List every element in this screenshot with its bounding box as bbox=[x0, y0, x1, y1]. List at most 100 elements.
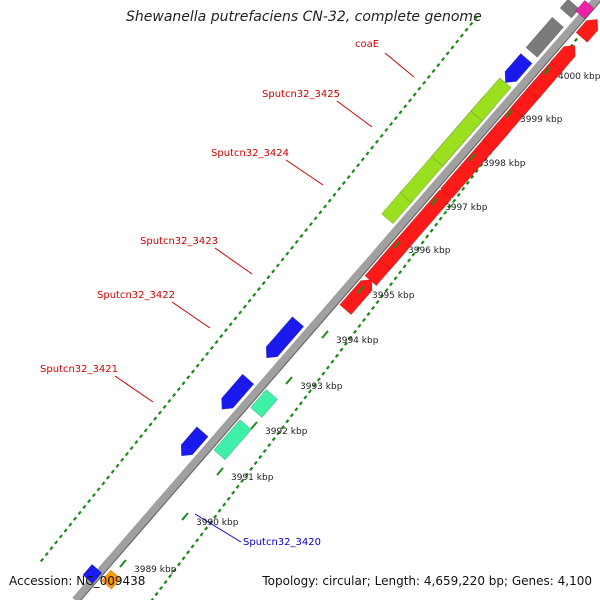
scale-major-tick bbox=[250, 421, 258, 430]
lower-tick-mark bbox=[235, 484, 240, 489]
gene-label[interactable]: Sputcn32_3421 bbox=[40, 364, 118, 375]
gene-label[interactable]: Sputcn32_3422 bbox=[97, 290, 175, 301]
upper-tick-mark bbox=[337, 186, 342, 191]
red-gene-feature[interactable] bbox=[378, 188, 452, 270]
upper-tick-mark bbox=[129, 445, 134, 451]
blue-gene-feature[interactable] bbox=[221, 373, 255, 410]
scale-label: 3995 kbp bbox=[372, 291, 415, 301]
lower-tick-mark bbox=[465, 180, 470, 186]
upper-tick-mark bbox=[219, 334, 224, 339]
lower-tick-mark bbox=[375, 299, 380, 305]
upper-tick-mark bbox=[44, 551, 49, 557]
upper-tick-mark bbox=[205, 351, 210, 356]
upper-tick-mark bbox=[445, 51, 450, 56]
upper-tick-mark bbox=[261, 280, 266, 286]
upper-tick-mark bbox=[195, 363, 200, 368]
gray-gene-feature[interactable] bbox=[559, 0, 580, 19]
upper-tick-mark bbox=[200, 357, 205, 362]
lower-tick-mark bbox=[452, 198, 457, 203]
upper-tick-mark bbox=[214, 339, 219, 345]
lower-tick-mark bbox=[361, 317, 367, 323]
upper-tick-mark bbox=[332, 192, 337, 197]
gene-labels: coaE Sputcn32_3425 Sputcn32_3424 Sputcn32_3… bbox=[40, 39, 379, 548]
blue-gene-feature[interactable] bbox=[504, 53, 533, 83]
lower-tick-mark bbox=[271, 437, 276, 442]
lower-tick-mark bbox=[357, 323, 362, 329]
gene-label[interactable]: Sputcn32_3424 bbox=[211, 148, 289, 159]
blue-gene-feature[interactable] bbox=[82, 563, 103, 584]
lower-tick-mark bbox=[190, 544, 195, 549]
lower-tick-mark bbox=[253, 460, 258, 466]
lower-tick-mark bbox=[425, 234, 430, 239]
lower-tick-mark bbox=[316, 377, 321, 382]
lower-tick-mark bbox=[199, 532, 204, 537]
lower-tick-mark bbox=[177, 562, 182, 567]
upper-tick-mark bbox=[148, 422, 153, 427]
upper-tick-mark bbox=[308, 222, 313, 227]
blue-gene-feature[interactable] bbox=[265, 316, 305, 359]
upper-tick-mark bbox=[39, 557, 45, 563]
lime-gene-feature[interactable] bbox=[381, 189, 415, 225]
upper-tick-mark bbox=[120, 457, 125, 462]
scale-major-tick bbox=[321, 330, 329, 339]
gene-label[interactable]: coaE bbox=[355, 39, 379, 50]
lower-tick-mark bbox=[154, 591, 159, 597]
lower-tick-mark bbox=[195, 538, 200, 543]
lower-tick-mark bbox=[352, 329, 358, 334]
upper-tick-mark bbox=[403, 104, 408, 109]
lower-tick-mark bbox=[384, 288, 389, 293]
lower-tick-mark bbox=[447, 204, 452, 209]
lower-tick-mark bbox=[262, 448, 267, 454]
scale-major-tick bbox=[430, 197, 438, 206]
gene-label[interactable]: Sputcn32_3425 bbox=[262, 89, 340, 100]
scale-label: 3993 kbp bbox=[300, 382, 343, 392]
upper-tick-mark bbox=[233, 316, 238, 321]
gene-label[interactable]: Sputcn32_3423 bbox=[140, 236, 218, 247]
upper-tick-mark bbox=[54, 540, 59, 545]
upper-tick-mark bbox=[422, 80, 427, 85]
red-gene-feature[interactable] bbox=[550, 45, 576, 72]
upper-tick-mark bbox=[176, 387, 181, 392]
gene-label[interactable]: Sputcn32_3420 bbox=[243, 537, 321, 548]
pink-gene-feature[interactable] bbox=[575, 0, 595, 20]
lower-tick-mark bbox=[389, 282, 394, 287]
upper-tick-mark bbox=[134, 440, 139, 445]
scale-label: 3997 kbp bbox=[445, 203, 488, 213]
gray-gene-feature[interactable] bbox=[525, 16, 565, 58]
red-gene-feature[interactable] bbox=[575, 19, 599, 43]
lower-tick-mark bbox=[181, 556, 186, 561]
teal-gene-feature[interactable] bbox=[250, 389, 279, 418]
lower-tick-mark bbox=[240, 478, 245, 483]
lower-tick-mark bbox=[479, 162, 484, 168]
orange-gene-feature[interactable] bbox=[101, 569, 122, 590]
lower-tick-mark bbox=[321, 371, 326, 376]
lower-tick-mark bbox=[267, 442, 272, 448]
lower-tick-mark bbox=[158, 585, 164, 591]
teal-gene-feature[interactable] bbox=[213, 419, 252, 461]
lower-tick-mark bbox=[258, 454, 263, 460]
lower-tick-mark bbox=[370, 305, 376, 311]
lime-gene-feature[interactable] bbox=[470, 77, 512, 122]
lower-tick-mark bbox=[231, 490, 236, 495]
upper-tick-mark bbox=[389, 121, 394, 127]
lower-tick-mark bbox=[163, 580, 168, 585]
upper-tick-mark bbox=[351, 169, 356, 174]
lower-tick-mark bbox=[398, 270, 403, 275]
scale-major-tick bbox=[393, 240, 401, 249]
label-leader-line bbox=[384, 52, 415, 78]
upper-tick-mark bbox=[186, 375, 191, 380]
scale-label: 3999 kbp bbox=[520, 115, 563, 125]
lower-tick-mark bbox=[420, 240, 425, 245]
blue-gene-feature[interactable] bbox=[180, 426, 209, 457]
lower-tick-mark bbox=[411, 252, 416, 257]
red-gene-feature[interactable] bbox=[339, 279, 373, 316]
upper-tick-mark bbox=[318, 210, 323, 215]
upper-tick-mark bbox=[49, 546, 54, 551]
lower-tick-mark bbox=[325, 365, 330, 370]
lower-tick-mark bbox=[307, 389, 312, 394]
upper-tick-mark bbox=[417, 86, 422, 91]
lower-tick-mark bbox=[379, 294, 385, 299]
scale-label: 3989 kbp bbox=[134, 565, 177, 575]
lower-tick-mark bbox=[186, 550, 191, 555]
